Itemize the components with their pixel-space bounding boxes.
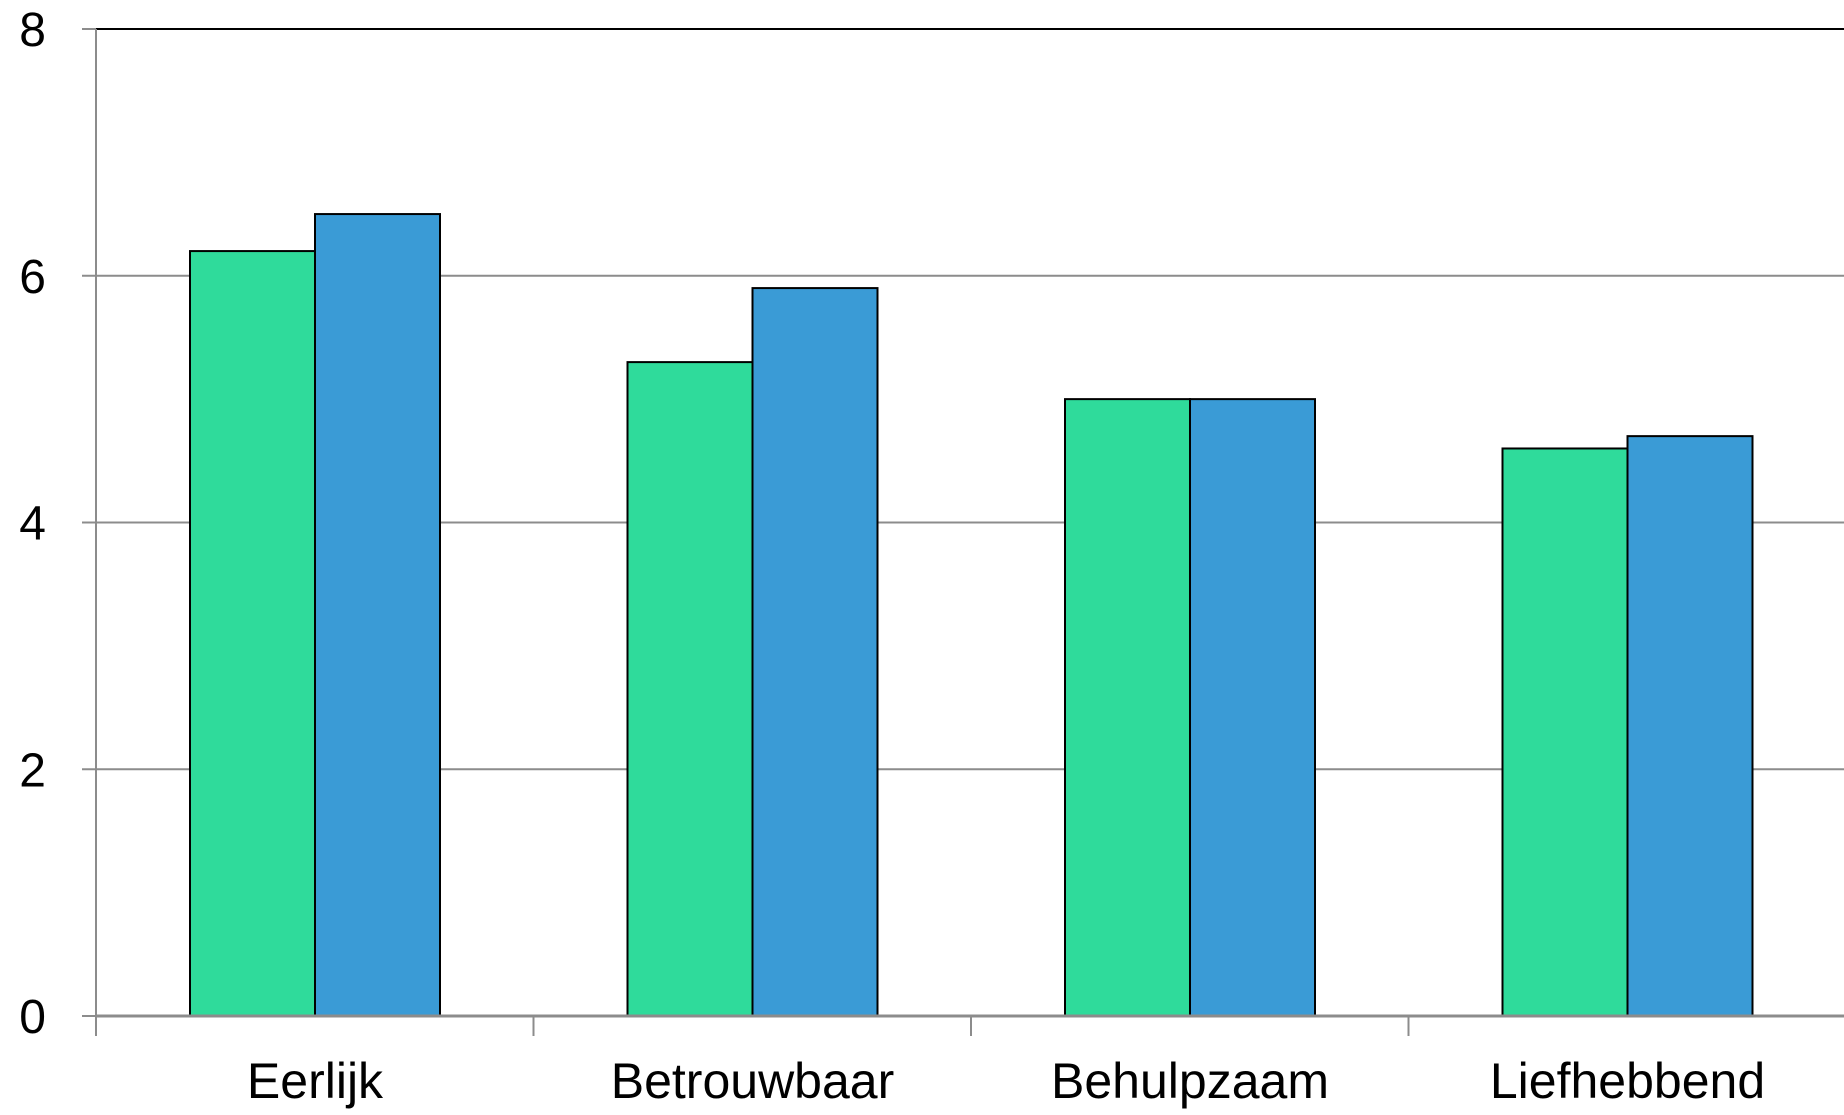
bar-eerlijk-series-1 xyxy=(189,250,316,1017)
category-label-betrouwbaar: Betrouwbaar xyxy=(611,1053,895,1109)
bar-behulpzaam-series-2 xyxy=(1189,398,1316,1017)
category-label-eerlijk: Eerlijk xyxy=(247,1053,384,1109)
bar-liefhebbend-series-2 xyxy=(1626,435,1754,1017)
y-tick-label: 0 xyxy=(19,991,46,1044)
bar-behulpzaam-series-1 xyxy=(1064,398,1191,1017)
category-label-liefhebbend: Liefhebbend xyxy=(1490,1053,1765,1109)
category-label-behulpzaam: Behulpzaam xyxy=(1051,1053,1329,1109)
y-tick-label: 2 xyxy=(19,744,46,797)
bar-eerlijk-series-2 xyxy=(314,213,441,1017)
y-tick-label: 8 xyxy=(19,4,46,57)
y-tick-label: 4 xyxy=(19,498,46,551)
bar-betrouwbaar-series-1 xyxy=(626,361,754,1017)
bar-betrouwbaar-series-2 xyxy=(751,287,879,1017)
axes xyxy=(82,28,1844,1036)
y-tick-label: 6 xyxy=(19,251,46,304)
bar-liefhebbend-series-1 xyxy=(1501,447,1629,1018)
bars xyxy=(189,213,1754,1018)
category-labels: Eerlijk Betrouwbaar Behulpzaam Liefhebbend xyxy=(247,1053,1765,1109)
y-tick-labels: 0 2 4 6 8 xyxy=(19,4,46,1044)
